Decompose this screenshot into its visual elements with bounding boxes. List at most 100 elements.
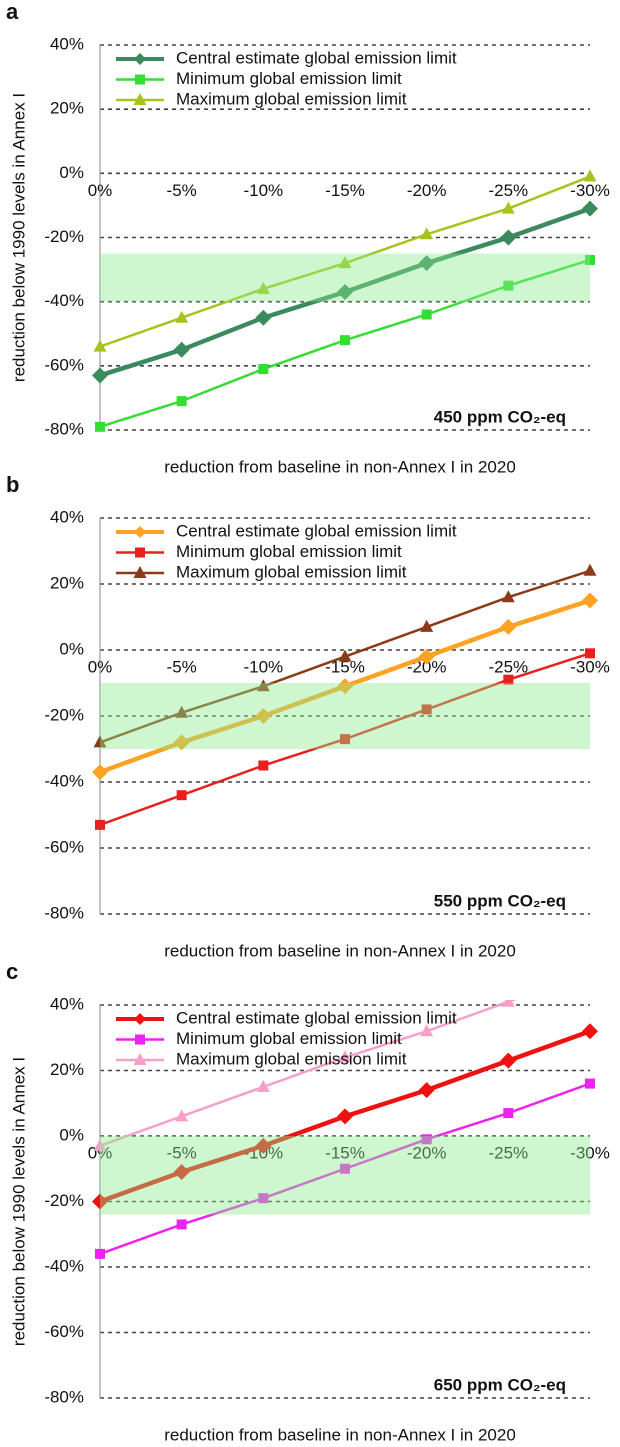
marker: [95, 421, 105, 432]
marker: [175, 1109, 189, 1122]
marker: [173, 734, 190, 751]
marker: [134, 53, 146, 65]
x-tick-label: -10%: [243, 657, 283, 676]
y-tick-label: -80%: [44, 419, 84, 438]
marker: [338, 1050, 352, 1063]
marker: [420, 619, 434, 632]
marker: [93, 735, 107, 748]
x-tick-label: 0%: [88, 1143, 113, 1162]
marker: [135, 74, 145, 85]
target-band: [100, 683, 590, 749]
marker: [337, 1108, 353, 1125]
marker: [503, 674, 514, 685]
panel-letter: c: [6, 959, 18, 984]
x-tick-label: -20%: [407, 1143, 447, 1162]
legend-label: Maximum global emission limit: [176, 89, 407, 108]
series-group: [92, 169, 598, 432]
series-group: [92, 563, 598, 830]
marker: [176, 790, 187, 801]
marker: [173, 341, 190, 358]
marker: [501, 590, 515, 603]
marker: [95, 1248, 105, 1259]
marker: [583, 169, 597, 182]
y-tick-label: -40%: [44, 291, 84, 310]
y-tick-label: -60%: [44, 355, 84, 374]
panel: a 40% 20% 0% -20% -40% -60% -80% 0% -5% -10% -15% -2…: [6, 0, 610, 476]
marker: [500, 1052, 517, 1069]
y-tick-label: 0%: [59, 639, 84, 658]
marker: [92, 764, 108, 781]
marker: [500, 618, 517, 635]
x-tick-label: -15%: [325, 181, 365, 200]
marker: [501, 1000, 515, 1007]
marker: [418, 1082, 435, 1099]
marker: [95, 819, 105, 830]
marker: [421, 704, 432, 715]
x-axis-label: reduction from baseline in non-Annex I i…: [164, 941, 516, 960]
x-tick-label: -25%: [488, 657, 528, 676]
legend-label: Central estimate global emission limit: [176, 521, 457, 540]
marker: [175, 310, 189, 323]
marker: [92, 1193, 108, 1210]
panel: b 40% 20% 0% -20% -40% -60% -80% 0% -5% -10% -15% -2…: [6, 472, 610, 961]
marker: [338, 256, 352, 269]
legend-label: Maximum global emission limit: [176, 562, 407, 581]
legend-label: Minimum global emission limit: [176, 69, 402, 88]
annotation: 450 ppm CO₂-eq: [434, 407, 566, 426]
y-tick-label: 20%: [50, 99, 84, 118]
y-tick-label: -40%: [44, 1256, 84, 1275]
marker: [255, 1137, 272, 1154]
marker: [500, 229, 517, 246]
marker: [585, 254, 595, 265]
annotation: 650 ppm CO₂-eq: [434, 1375, 566, 1394]
annotation: 550 ppm CO₂-eq: [434, 891, 566, 910]
marker: [338, 649, 352, 662]
marker: [501, 201, 515, 214]
marker: [176, 396, 187, 407]
x-tick-label: 0%: [88, 657, 113, 676]
y-axis-label: reduction below 1990 levels in Annex I: [9, 1057, 28, 1346]
marker: [135, 1034, 145, 1045]
marker: [134, 526, 146, 538]
marker: [421, 309, 432, 320]
marker: [582, 1023, 598, 1040]
marker: [503, 1108, 514, 1119]
marker: [418, 648, 435, 665]
marker: [340, 335, 350, 346]
x-tick-label: -30%: [570, 657, 610, 676]
x-tick-label: -25%: [488, 181, 528, 200]
y-tick-label: -20%: [44, 705, 84, 724]
target-band: [100, 253, 590, 302]
target-band: [100, 1136, 590, 1215]
marker: [420, 227, 434, 240]
legend-label: Minimum global emission limit: [176, 542, 402, 561]
y-tick-label: -20%: [44, 227, 84, 246]
x-tick-label: -30%: [570, 1143, 610, 1162]
x-axis-label: reduction from baseline in non-Annex I i…: [164, 457, 516, 476]
marker: [421, 1134, 432, 1145]
marker: [258, 364, 269, 375]
x-tick-label: -5%: [167, 657, 197, 676]
series-group: [92, 965, 598, 1259]
y-tick-label: 0%: [59, 1125, 84, 1144]
y-tick-label: 0%: [59, 163, 84, 182]
marker: [93, 1138, 107, 1151]
marker: [340, 1163, 350, 1174]
marker: [258, 760, 269, 771]
marker: [255, 708, 272, 724]
marker: [584, 965, 597, 977]
marker: [258, 1193, 269, 1204]
x-tick-label: -30%: [570, 181, 610, 200]
y-tick-label: -40%: [44, 771, 84, 790]
x-tick-label: -5%: [167, 181, 197, 200]
x-tick-label: -15%: [325, 1143, 365, 1162]
y-tick-label: 40%: [50, 34, 84, 53]
marker: [134, 1013, 146, 1025]
marker: [585, 1078, 595, 1089]
y-tick-label: 40%: [50, 507, 84, 526]
panel-letter: a: [6, 0, 19, 24]
marker: [337, 284, 353, 301]
marker: [133, 1053, 147, 1065]
y-tick-label: -80%: [44, 903, 84, 922]
legend-label: Minimum global emission limit: [176, 1029, 402, 1048]
